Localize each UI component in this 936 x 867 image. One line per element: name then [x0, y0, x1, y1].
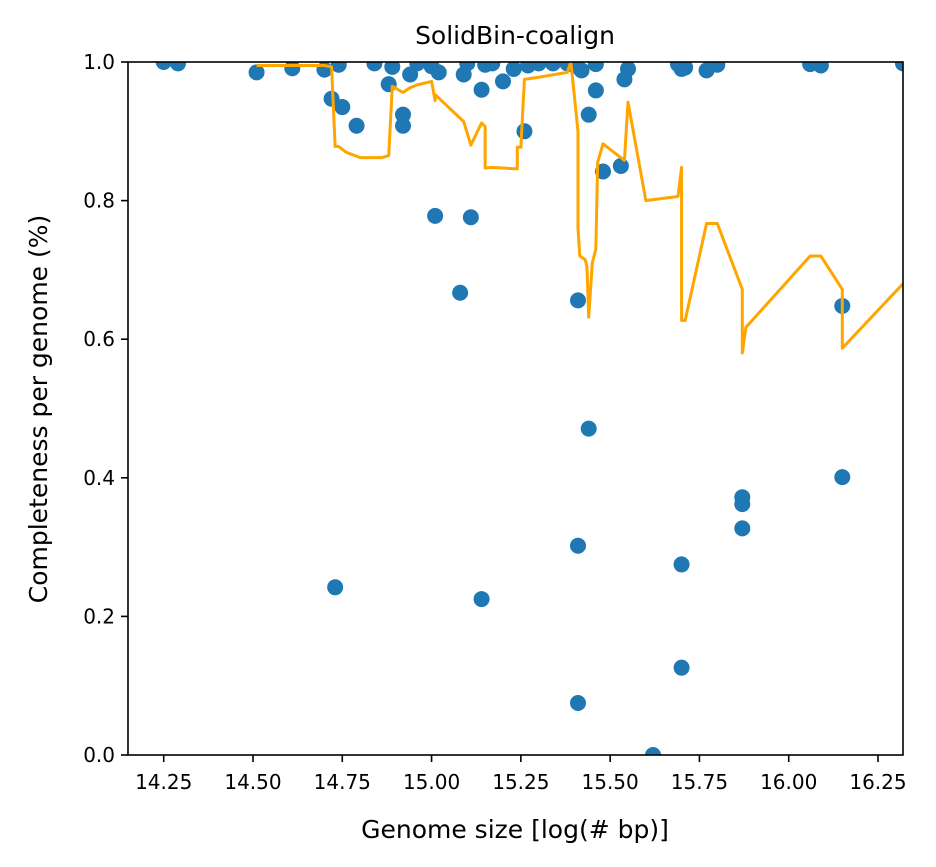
scatter-point: [573, 62, 590, 79]
scatter-point: [495, 73, 511, 90]
x-tick-label: 15.75: [671, 770, 728, 794]
plot-area: [155, 62, 903, 755]
y-axis-label: Completeness per genome (%): [24, 215, 53, 604]
scatter-point: [516, 123, 533, 140]
x-tick-label: 15.50: [582, 770, 639, 794]
scatter-point: [580, 106, 597, 123]
scatter-point: [812, 62, 829, 74]
scatter-point: [673, 659, 690, 676]
y-tick-label: 0.6: [83, 327, 115, 351]
x-tick-label: 15.25: [492, 770, 549, 794]
scatter-point: [709, 62, 726, 73]
scatter-point: [580, 420, 597, 437]
scatter-point: [895, 62, 903, 72]
scatter-point: [734, 520, 751, 537]
scatter-point: [380, 76, 397, 93]
x-tick-label: 15.00: [403, 770, 460, 794]
scatter-point: [620, 62, 636, 77]
x-axis-label: Genome size [log(# bp)]: [361, 815, 669, 844]
scatter-point: [459, 62, 476, 72]
scatter-point: [545, 62, 561, 72]
scatter-point: [427, 207, 444, 224]
scatter-point: [587, 62, 604, 73]
scatter-point: [384, 62, 401, 75]
x-tick-label: 14.75: [314, 770, 371, 794]
y-tick-label: 0.4: [83, 466, 115, 490]
axes-frame: [127, 61, 904, 756]
scatter-point: [677, 62, 694, 76]
x-tick-label: 16.00: [760, 770, 817, 794]
y-tick-label: 0.2: [83, 604, 115, 628]
scatter-point: [366, 62, 383, 72]
x-axis-ticks: 14.25 14.50 14.75 15.00 15.25 15.50 15.75 16.00…: [135, 755, 907, 794]
y-axis-ticks: 0.0 0.2 0.4 0.6 0.8 1.0: [83, 50, 128, 767]
scatter-point: [587, 82, 604, 99]
scatter-point: [395, 117, 411, 134]
x-tick-label: 16.25: [849, 770, 906, 794]
y-tick-label: 1.0: [83, 50, 115, 74]
scatter-point: [462, 209, 479, 226]
scatter-point: [248, 64, 265, 81]
scatter-point: [570, 695, 586, 712]
scatter-point: [612, 157, 629, 174]
scatter-point: [530, 62, 547, 72]
scatter-point: [484, 62, 501, 72]
scatter-point: [330, 62, 347, 73]
x-tick-label: 14.25: [135, 770, 192, 794]
trend-line: [256, 62, 903, 355]
scatter-point: [452, 284, 469, 301]
scatter-point: [430, 64, 447, 81]
y-tick-label: 0.0: [83, 743, 115, 767]
y-tick-label: 0.8: [83, 189, 115, 213]
chart-title: SolidBin-coalign: [415, 21, 615, 50]
scatter-point: [570, 537, 586, 554]
scatter-point: [834, 469, 851, 486]
x-tick-label: 14.50: [224, 770, 281, 794]
scatter-point: [348, 117, 365, 134]
scatter-point: [155, 62, 172, 70]
scatter-point: [395, 106, 411, 123]
scatter-point: [673, 556, 690, 573]
scatter-point: [409, 62, 426, 72]
scatter-point: [473, 81, 490, 98]
axes: [127, 61, 904, 756]
scatter-point: [734, 496, 751, 513]
scatter-point: [570, 292, 586, 309]
scatter-point: [170, 62, 186, 72]
scatter-point: [334, 99, 351, 116]
scatter-point: [505, 62, 522, 77]
scatter-point: [473, 591, 490, 608]
scatter-point: [327, 579, 344, 596]
scatter-point: [645, 747, 661, 755]
